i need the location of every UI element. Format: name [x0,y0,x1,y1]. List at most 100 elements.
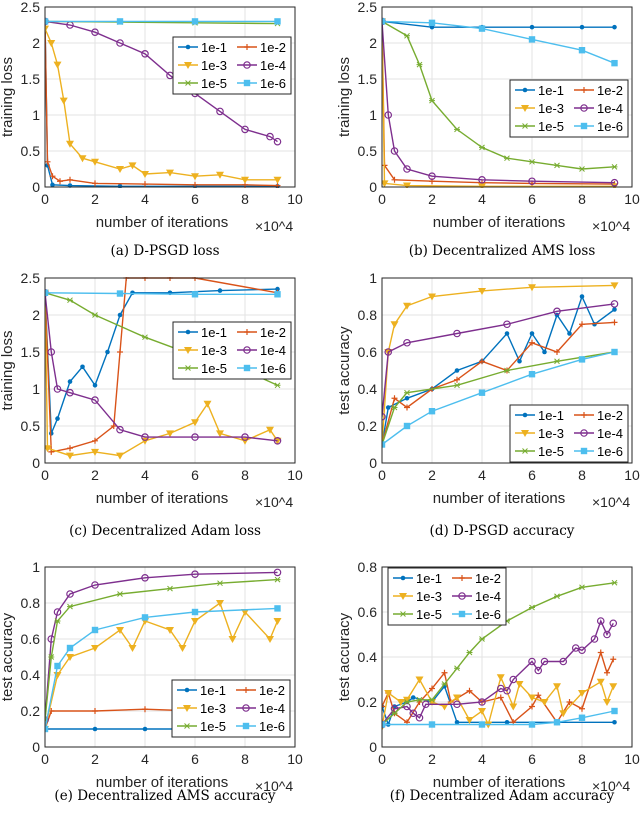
data-point-1e-4 [559,657,568,666]
legend-label: 1e-4 [597,426,623,441]
x-tick-label: 4 [141,191,149,207]
x-tick-label: 8 [241,751,249,767]
legend-marker-1e-2 [243,687,249,693]
data-point-1e-4 [528,657,536,666]
x-tick-label: 0 [41,191,49,207]
data-point-1e-5 [67,297,73,304]
data-point-1e-6 [274,18,281,25]
data-point-1e-3 [453,694,461,702]
x-tick-label: 0 [41,467,49,483]
x-tick-label: 6 [528,191,536,207]
legend-label: 1e-1 [201,40,227,55]
subplot-caption: (f) Decentralized Adam accuracy [390,788,615,804]
data-point-1e-6 [116,18,124,25]
data-point-1e-4 [403,165,411,173]
data-point-1e-2 [117,349,123,355]
data-point-1e-4 [428,172,436,181]
legend-label: 1e-3 [538,426,564,441]
legend-marker-1e-2 [581,87,587,93]
data-point-1e-3 [116,627,124,634]
data-point-1e-3 [191,419,199,427]
x-tick-label: 2 [428,191,436,207]
data-point-1e-6 [191,18,199,25]
data-point-1e-3 [528,694,536,702]
data-point-1e-3 [78,155,87,163]
data-point-1e-5 [454,665,460,672]
data-point-1e-4 [384,111,393,119]
legend-marker-1e-4 [580,104,588,112]
data-point-1e-2 [535,692,542,699]
legend-marker-1e-4 [243,346,251,354]
data-point-1e-3 [596,678,605,686]
data-point-1e-5 [554,358,560,365]
x-tick-label: 8 [241,467,249,483]
x-tick-label: 6 [191,751,199,767]
data-point-1e-4 [534,666,543,675]
data-point-1e-3 [141,171,149,179]
legend-label: 1e-6 [259,719,285,734]
data-point-1e-3 [403,182,411,188]
legend: 1e-1 1e-2 1e-3 1e-4 1e-5 1e-6 [509,79,629,138]
data-point-1e-3 [603,699,611,706]
data-point-1e-5 [67,603,73,610]
data-point-1e-5 [167,585,173,592]
data-point-1e-5 [454,126,460,133]
series-line-1e-1 [45,288,278,434]
legend-label: 1e-4 [260,343,286,358]
legend-marker-1e-2 [244,329,250,335]
data-point-1e-5 [48,654,55,660]
data-point-1e-3 [216,600,224,607]
legend-marker-1e-1 [185,44,191,50]
series-line-1e-2 [45,21,278,187]
data-point-1e-1 [92,726,98,732]
y-axis-label: test accuracy [0,612,16,701]
x-tick-label: 2 [91,751,99,767]
data-point-1e-2 [554,349,560,355]
data-point-1e-4 [528,177,536,186]
data-point-1e-3 [403,302,411,310]
legend-marker-1e-3 [399,593,407,600]
y-tick-label: 0 [369,739,377,755]
data-point-1e-3 [228,636,237,643]
data-point-1e-1 [80,364,85,370]
data-point-1e-5 [404,389,410,396]
data-point-1e-3 [553,683,561,691]
legend-marker-1e-3 [184,62,192,69]
data-point-1e-6 [428,721,436,728]
data-point-1e-3 [191,173,199,181]
data-point-1e-6 [578,714,586,721]
x-axis-multiplier: ×10^4 [255,494,293,510]
series-group [382,579,618,731]
data-point-1e-1 [542,349,547,355]
data-point-1e-2 [454,376,460,383]
data-point-1e-5 [504,155,510,162]
data-point-1e-1 [454,719,460,725]
x-tick-label: 0 [41,751,49,767]
data-point-1e-4 [91,28,99,37]
data-point-1e-1 [579,294,585,299]
data-point-1e-3 [66,654,74,661]
y-tick-label: 0.4 [358,649,378,665]
x-axis-label: number of iterations [433,490,566,507]
x-axis-multiplier: ×10^4 [255,218,293,234]
y-tick-label: 0 [32,739,40,755]
data-point-1e-3 [166,627,174,634]
data-point-1e-3 [465,717,474,724]
data-point-1e-4 [390,147,399,155]
data-point-1e-2 [597,649,604,656]
data-point-1e-4 [91,581,99,589]
data-point-1e-3 [216,171,224,179]
data-point-1e-1 [504,331,510,336]
data-point-1e-5 [479,636,485,642]
data-point-1e-3 [116,166,124,173]
data-point-1e-1 [92,383,98,388]
subplot-a: 0 2 4 6 8 10 0 0.5 1 1.5 2 2.5 training loss number o… [0,0,303,259]
data-point-1e-5 [274,576,281,583]
y-tick-label: 0.5 [358,143,378,159]
series-line-1e-6 [45,292,278,295]
legend-marker-1e-6 [580,122,588,130]
data-point-1e-4 [216,107,224,116]
legend-label: 1e-5 [200,719,226,734]
data-point-1e-5 [142,334,148,341]
data-point-1e-2 [566,699,573,705]
